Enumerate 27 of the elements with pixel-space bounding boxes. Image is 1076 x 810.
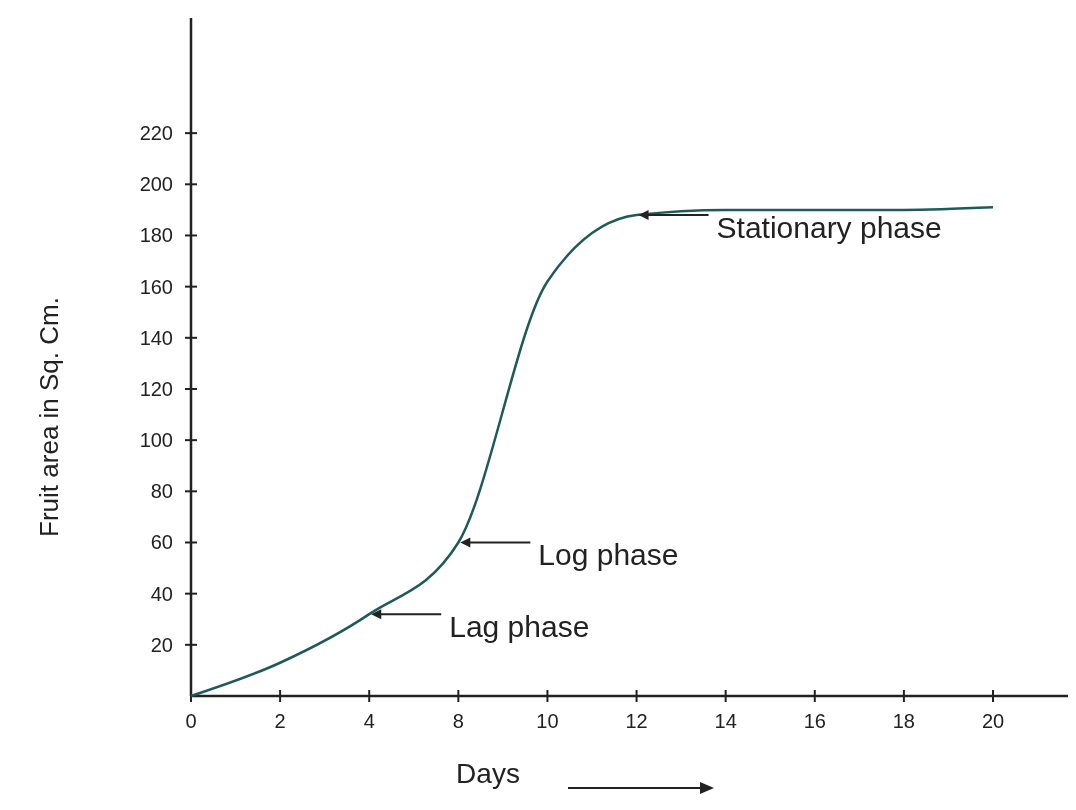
x-tick-label: 2 [274,710,286,732]
x-tick-label: 8 [452,710,464,732]
annotation: Stationary phase [716,210,942,244]
y-tick-label: 140 [139,326,173,349]
x-tick-label: 18 [892,710,916,732]
x-tick-label: 10 [536,710,559,732]
y-tick-label: 80 [150,480,173,503]
y-axis-title: Fruit area in Sq. Cm. [34,297,64,537]
annotation: Lag phase [449,609,590,643]
x-tick-label: 12 [625,710,648,732]
annotation: Log phase [538,537,679,571]
y-tick-label: 180 [139,224,173,247]
y-tick-label: 220 [139,122,173,145]
y-tick-label: 200 [139,173,173,196]
x-tick-label: 20 [981,710,1005,732]
x-tick-label: 0 [185,710,197,732]
y-tick-label: 120 [139,377,173,400]
x-tick-label: 14 [714,710,737,732]
y-tick-label: 60 [150,531,173,554]
y-tick-label: 160 [139,275,173,298]
x-tick-label: 4 [363,710,375,732]
line-series [189,206,995,698]
y-tick-label: 40 [150,582,173,605]
x-axis-title: Days [456,758,520,789]
y-tick-label: 20 [150,633,173,656]
x-tick-label: 16 [803,710,826,732]
y-tick-label: 100 [139,429,173,452]
